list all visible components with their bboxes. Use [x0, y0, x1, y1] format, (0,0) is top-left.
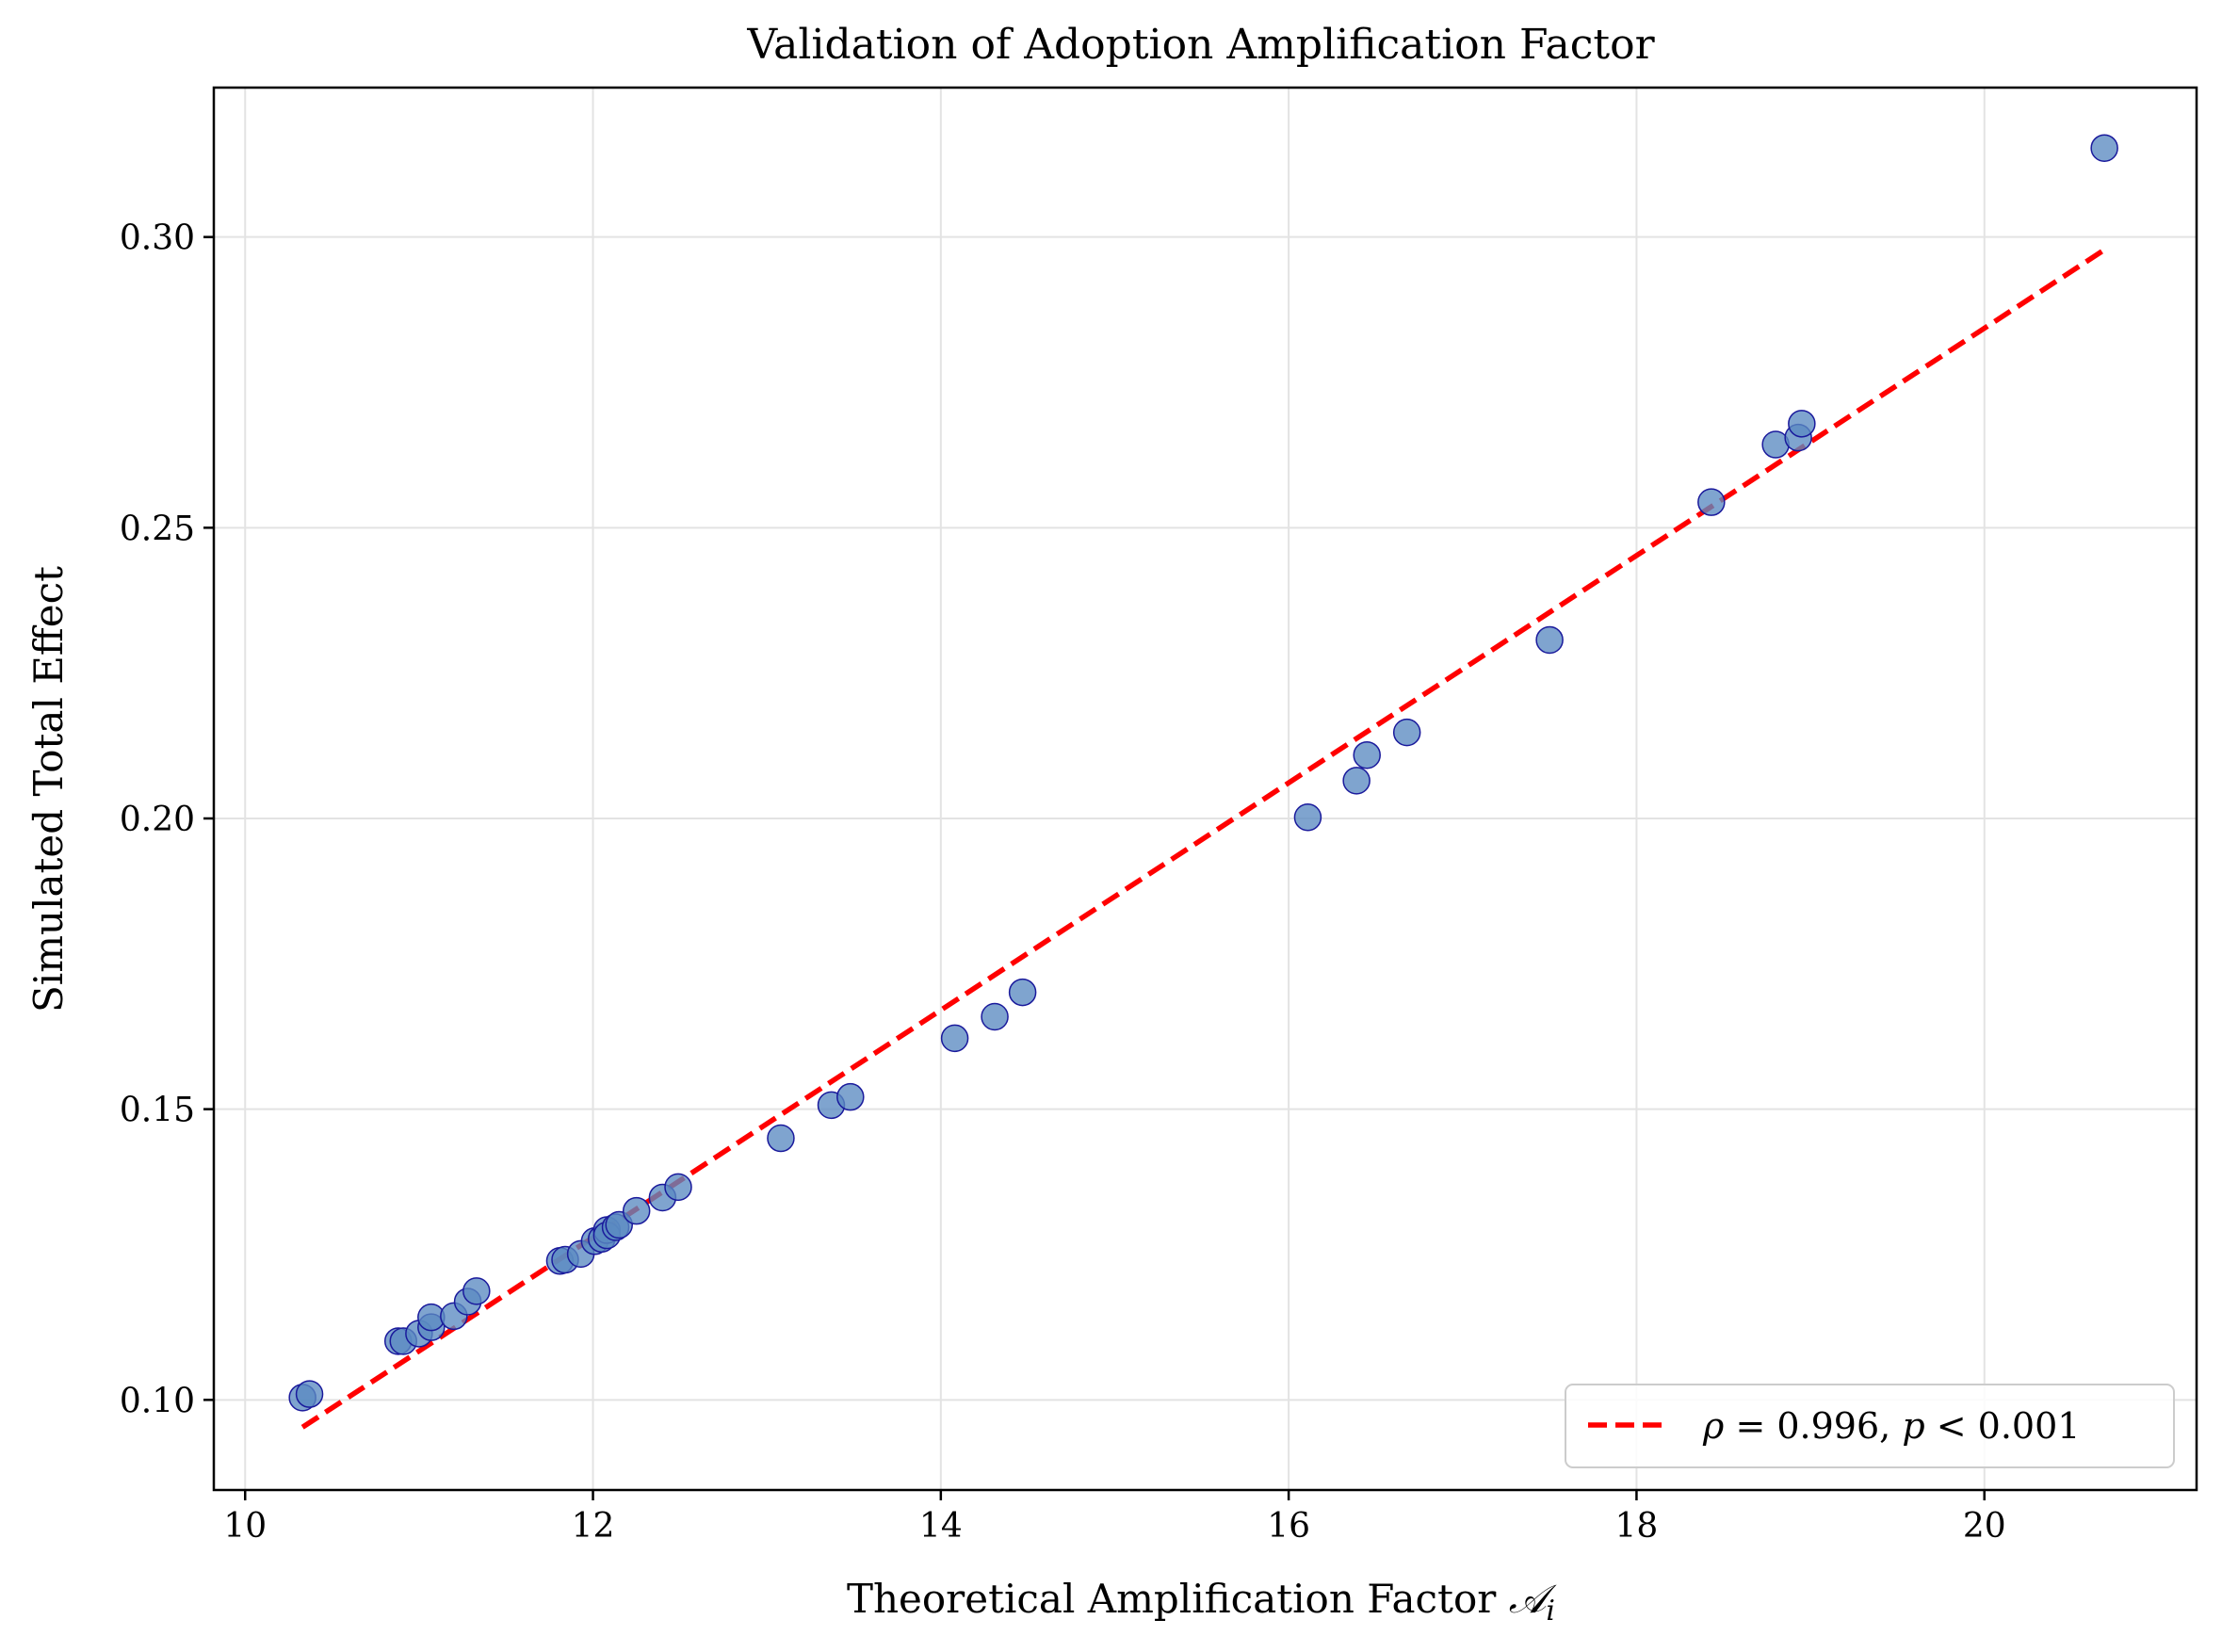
legend-box — [1565, 1384, 2175, 1468]
y-tick-label: 0.30 — [120, 219, 195, 258]
scatter-point — [981, 1002, 1009, 1031]
y-tick-label: 0.25 — [120, 510, 195, 548]
legend-rho-value: = 0.996, — [1735, 1405, 1890, 1447]
y-axis-title: Simulated Total Effect — [25, 566, 72, 1012]
x-tick-label: 20 — [1963, 1507, 2006, 1546]
scatter-point — [940, 1024, 969, 1053]
legend-p-symbol: p — [1902, 1405, 1924, 1447]
scatter-point — [767, 1124, 795, 1153]
y-tick-label: 0.15 — [120, 1092, 195, 1130]
x-tick-label: 16 — [1267, 1507, 1310, 1546]
scatter-point — [836, 1082, 865, 1111]
scatter-point — [1788, 410, 1816, 438]
y-tick-label: 0.10 — [120, 1382, 195, 1420]
x-axis-subscript: i — [1546, 1595, 1555, 1628]
scatter-point — [1008, 978, 1037, 1007]
legend-rho-symbol: ρ — [1702, 1405, 1725, 1447]
y-tick-label: 0.20 — [120, 801, 195, 839]
scatter-point — [2090, 134, 2118, 162]
x-tick-label: 18 — [1615, 1507, 1659, 1546]
scatter-point — [295, 1380, 324, 1408]
scatter-point — [1535, 625, 1564, 655]
plot-area-frame — [212, 86, 2198, 1492]
scatter-point — [1392, 718, 1421, 747]
axis-ticks: 10 12 14 16 18 20 0.10 0.15 0.20 0.25 0.30 — [120, 219, 2006, 1546]
x-axis-title: Theoretical Amplification Factor 𝒜i — [847, 1576, 1557, 1628]
scatter-point — [1353, 740, 1381, 769]
x-axis-title-text: Theoretical Amplification Factor — [847, 1576, 1497, 1622]
legend-label: ρ = 0.996, p < 0.001 — [1702, 1405, 2080, 1447]
x-tick-label: 14 — [919, 1507, 963, 1546]
scatter-point — [1293, 802, 1322, 832]
chart-title: Validation of Adoption Amplification Fac… — [746, 21, 1655, 69]
scatter-point — [622, 1196, 651, 1225]
scatter-point — [664, 1173, 692, 1202]
x-tick-label: 10 — [223, 1507, 267, 1546]
grid-lines — [214, 88, 2197, 1490]
scatter-point — [462, 1277, 491, 1305]
legend: ρ = 0.996, p < 0.001 — [1565, 1384, 2175, 1468]
scatter-point — [1697, 488, 1726, 516]
legend-p-value: < 0.001 — [1937, 1405, 2081, 1447]
scatter-points — [288, 134, 2118, 1412]
x-tick-label: 12 — [572, 1507, 615, 1546]
scatter-point — [1342, 767, 1371, 795]
